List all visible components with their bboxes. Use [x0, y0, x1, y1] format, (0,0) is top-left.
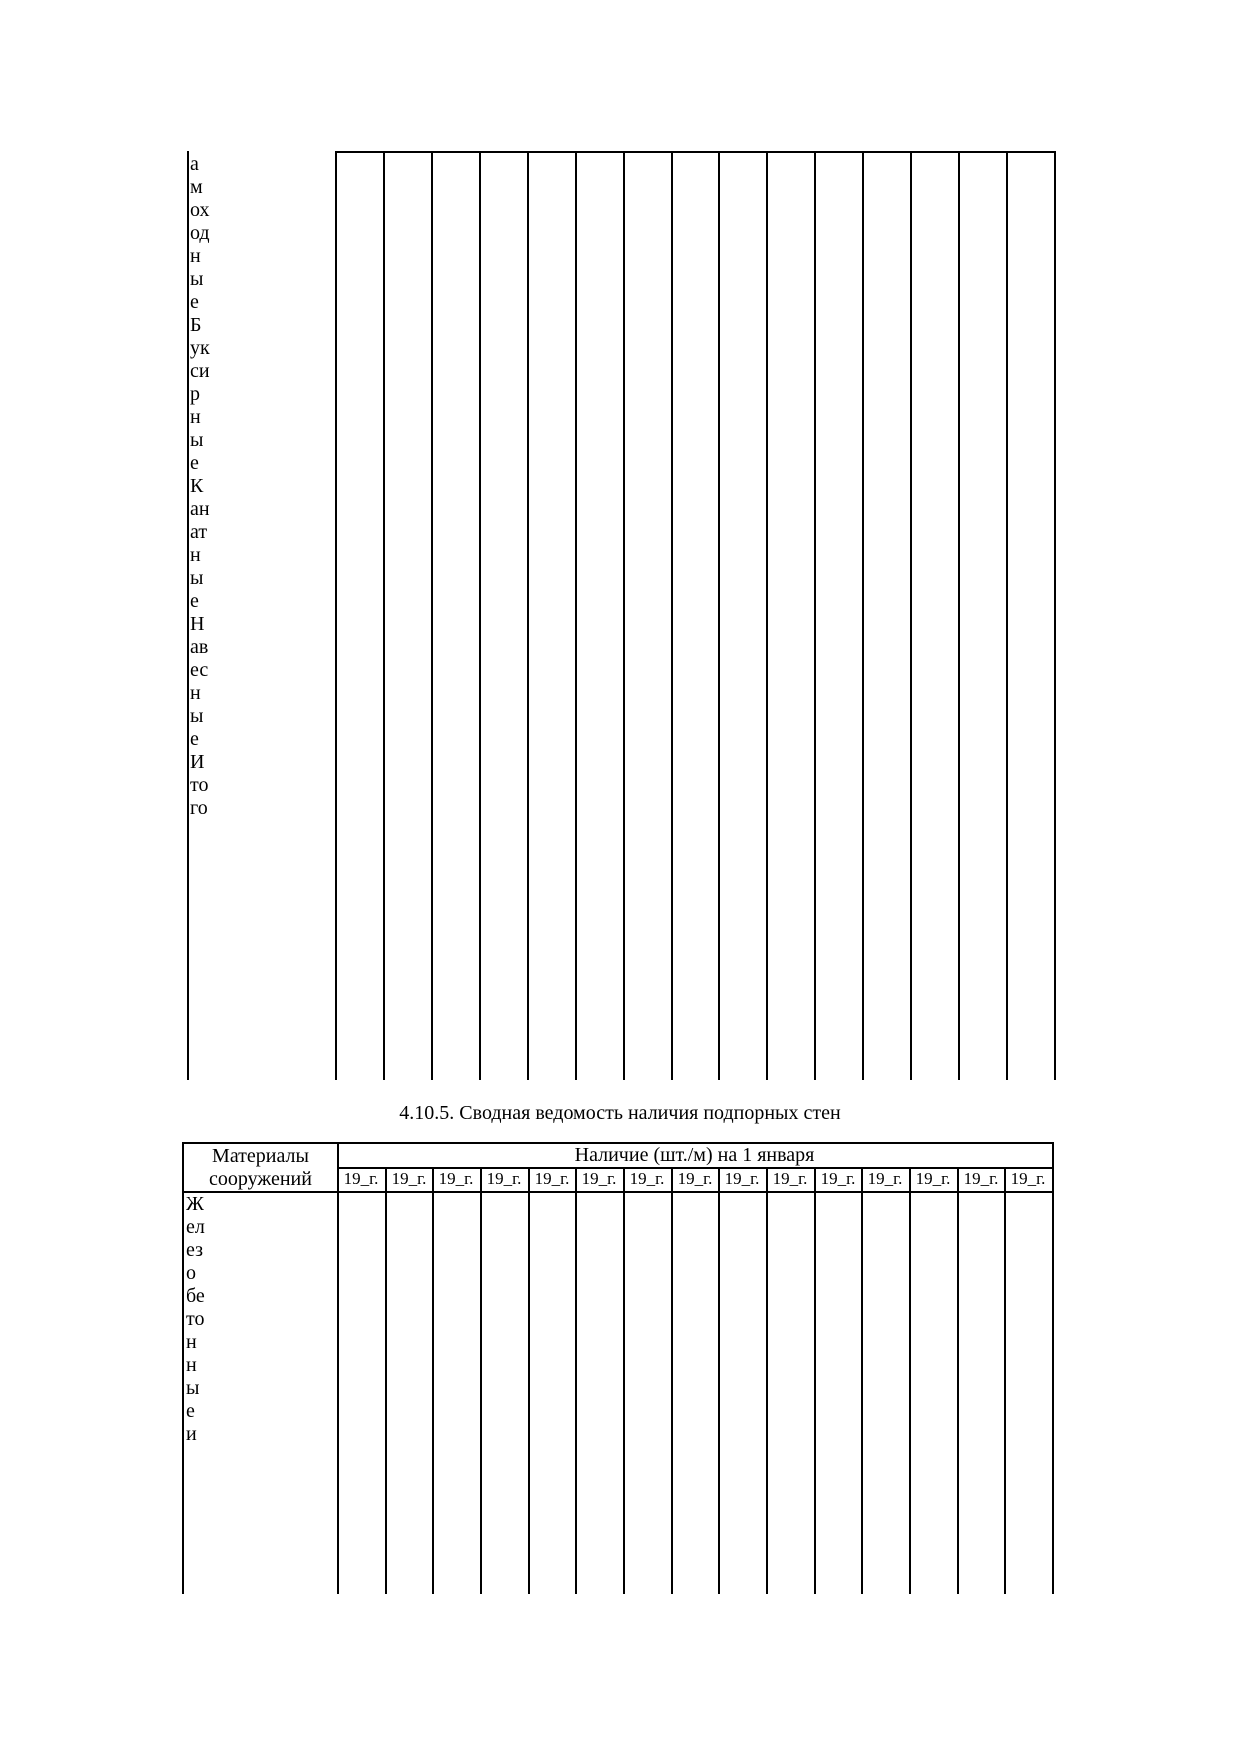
- column-divider: [385, 1167, 387, 1594]
- year-header: 19_г.: [820, 1169, 856, 1188]
- column-divider: [910, 151, 912, 1080]
- column-divider: [1006, 151, 1008, 1080]
- year-header: 19_г.: [438, 1169, 474, 1188]
- column-divider: [766, 151, 768, 1080]
- header-bottom-border: [182, 1191, 1054, 1193]
- column-divider: [432, 1167, 434, 1594]
- section-title: 4.10.5. Сводная ведомость наличия подпор…: [399, 1102, 841, 1124]
- column-divider: [479, 151, 481, 1080]
- column-divider: [431, 151, 433, 1080]
- column-divider: [958, 151, 960, 1080]
- column-divider: [718, 151, 720, 1080]
- column-divider: [527, 151, 529, 1080]
- table-right-border: [1052, 1142, 1054, 1594]
- year-header: 19_г.: [629, 1169, 665, 1188]
- column-divider: [1054, 151, 1056, 1080]
- table-left-border: [182, 1142, 184, 1594]
- year-header: 19_г.: [724, 1169, 760, 1188]
- year-header: 19_г.: [915, 1169, 951, 1188]
- column-divider: [766, 1167, 768, 1594]
- year-header: 19_г.: [963, 1169, 999, 1188]
- header-materials-line2: сооружений: [209, 1168, 312, 1190]
- column-divider: [335, 151, 337, 1080]
- column-divider: [909, 1167, 911, 1594]
- column-divider: [480, 1167, 482, 1594]
- header-divider: [337, 1167, 1054, 1169]
- column-divider: [957, 1167, 959, 1594]
- column-divider: [814, 1167, 816, 1594]
- column-divider: [623, 151, 625, 1080]
- column-divider: [861, 1167, 863, 1594]
- year-header: 19_г.: [677, 1169, 713, 1188]
- year-header: 19_г.: [1010, 1169, 1046, 1188]
- column-divider: [623, 1167, 625, 1594]
- year-header: 19_г.: [581, 1169, 617, 1188]
- table-top-border: [182, 1142, 1054, 1144]
- column-divider: [1004, 1167, 1006, 1594]
- year-header: 19_г.: [772, 1169, 808, 1188]
- column-divider: [528, 1167, 530, 1594]
- column-divider: [862, 151, 864, 1080]
- table-top-border: [335, 151, 1056, 153]
- header-materials-line1: Материалы: [212, 1145, 309, 1167]
- column-divider: [337, 1142, 339, 1594]
- column-divider: [383, 151, 385, 1080]
- column-divider: [814, 151, 816, 1080]
- table-left-border: [187, 151, 189, 1080]
- column-divider: [575, 151, 577, 1080]
- header-availability: Наличие (шт./м) на 1 января: [574, 1144, 815, 1166]
- column-divider: [575, 1167, 577, 1594]
- column-divider: [671, 1167, 673, 1594]
- year-header: 19_г.: [534, 1169, 570, 1188]
- year-header: 19_г.: [343, 1169, 379, 1188]
- column-divider: [671, 151, 673, 1080]
- row-label-vertical: амоходныеБуксирныеКанатныеНавесныеИтого: [190, 153, 210, 819]
- year-header: 19_г.: [867, 1169, 903, 1188]
- year-header: 19_г.: [391, 1169, 427, 1188]
- row-label-vertical: Железобетонные и: [186, 1193, 205, 1445]
- year-header: 19_г.: [486, 1169, 522, 1188]
- column-divider: [718, 1167, 720, 1594]
